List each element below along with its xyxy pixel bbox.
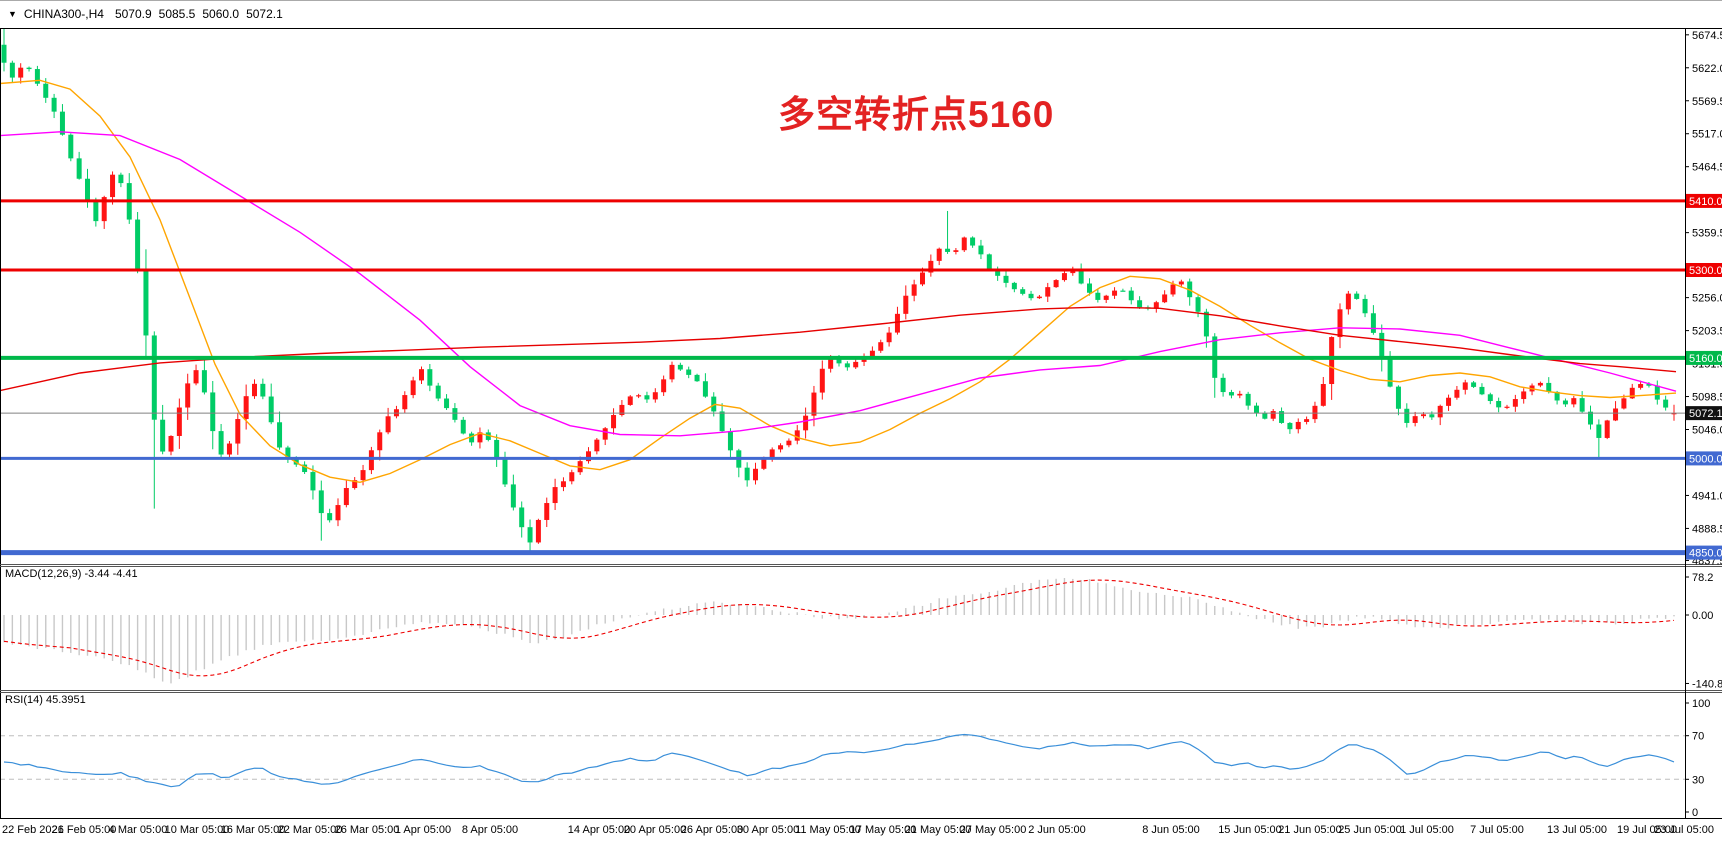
svg-text:5160.0: 5160.0 bbox=[1689, 353, 1722, 365]
price-tick-5569.5: 5569.5 bbox=[1692, 96, 1722, 108]
chart-annotation-text: 多空转折点5160 bbox=[778, 94, 1055, 135]
rsi-tick-70: 70 bbox=[1692, 731, 1704, 743]
main-price-panel bbox=[0, 29, 1685, 556]
time-label: 25 Jun 05:00 bbox=[1338, 824, 1402, 836]
time-label: 19 Jul 05:00 bbox=[1617, 824, 1677, 836]
time-label: 26 Apr 05:00 bbox=[681, 824, 743, 836]
time-label: 30 Apr 05:00 bbox=[737, 824, 799, 836]
quote-open: 5070.9 bbox=[114, 6, 152, 21]
svg-text:5410.0: 5410.0 bbox=[1689, 196, 1722, 208]
time-label: 8 Apr 05:00 bbox=[462, 824, 518, 836]
macd-tick-78.2: 78.2 bbox=[1692, 572, 1713, 584]
time-label: 21 Jun 05:00 bbox=[1278, 824, 1342, 836]
macd-tick-0.00: 0.00 bbox=[1692, 610, 1713, 622]
rsi-tick-30: 30 bbox=[1692, 774, 1704, 786]
time-label: 23 Jul 05:00 bbox=[1654, 824, 1714, 836]
svg-text:5000.0: 5000.0 bbox=[1689, 453, 1722, 465]
price-tick-5622: 5622.0 bbox=[1692, 63, 1722, 75]
ma-fast-orange-line bbox=[0, 79, 1677, 484]
price-tick-5517: 5517.0 bbox=[1692, 129, 1722, 141]
price-tick-5674.5: 5674.5 bbox=[1692, 30, 1722, 42]
price-tick-5046: 5046.0 bbox=[1692, 425, 1722, 437]
ma-mid-magenta-line bbox=[0, 131, 1677, 437]
rsi-tick-0: 0 bbox=[1692, 807, 1698, 819]
macd-signal-line bbox=[3, 579, 1675, 677]
price-tick-5256: 5256.0 bbox=[1692, 293, 1722, 305]
chart-title-bar: ▼ CHINA300-,H4 5070.9 5085.5 5060.0 5072… bbox=[0, 0, 1722, 27]
time-label: 16 Mar 05:00 bbox=[221, 824, 286, 836]
macd-panel bbox=[3, 577, 1675, 684]
time-label: 17 May 05:00 bbox=[850, 824, 917, 836]
current-price-tag: 5072.1 bbox=[1686, 406, 1722, 421]
svg-text:4850.0: 4850.0 bbox=[1689, 548, 1722, 560]
chart-menu-arrow-icon[interactable]: ▼ bbox=[8, 8, 17, 19]
price-tick-5098.5: 5098.5 bbox=[1692, 392, 1722, 404]
svg-text:5300.0: 5300.0 bbox=[1689, 265, 1722, 277]
price-tick-5203.5: 5203.5 bbox=[1692, 326, 1722, 338]
time-label: 15 Jun 05:00 bbox=[1218, 824, 1282, 836]
price-tick-4888.5: 4888.5 bbox=[1692, 523, 1722, 535]
time-label: 1 Apr 05:00 bbox=[395, 824, 451, 836]
time-label: 14 Apr 05:00 bbox=[568, 824, 630, 836]
time-label: 21 May 05:00 bbox=[905, 824, 972, 836]
time-label: 7 Jul 05:00 bbox=[1470, 824, 1524, 836]
macd-tick--140.88: -140.88 bbox=[1692, 678, 1722, 690]
price-axis[interactable]: 5674.5 5622.0 5569.5 5517.0 5464.5 5359.5 5256… bbox=[1685, 30, 1722, 819]
time-label: 22 Mar 05:00 bbox=[278, 824, 343, 836]
time-label: 11 May 05:00 bbox=[795, 824, 861, 836]
time-label: 22 Feb 2021 bbox=[2, 824, 64, 836]
price-tag-5410.0: 5410.0 bbox=[1686, 193, 1722, 208]
time-label: 26 Feb 05:00 bbox=[52, 824, 117, 836]
time-label: 8 Jun 05:00 bbox=[1142, 824, 1200, 836]
price-tick-5464.5: 5464.5 bbox=[1692, 162, 1722, 174]
panel-frame bbox=[0, 0, 1722, 819]
rsi-tick-100: 100 bbox=[1692, 698, 1710, 710]
time-label: 2 Jun 05:00 bbox=[1028, 824, 1086, 836]
price-tag-5300.0: 5300.0 bbox=[1686, 263, 1722, 277]
price-tick-5359.5: 5359.5 bbox=[1692, 228, 1722, 240]
time-label: 20 Apr 05:00 bbox=[624, 824, 686, 836]
time-label: 13 Jul 05:00 bbox=[1547, 824, 1607, 836]
price-tag-5160.0: 5160.0 bbox=[1686, 350, 1722, 365]
rsi-panel bbox=[0, 733, 1685, 788]
quote-low: 5060.0 bbox=[202, 6, 240, 21]
symbol-timeframe-label: CHINA300-,H4 bbox=[23, 6, 104, 21]
svg-text:5072.1: 5072.1 bbox=[1689, 408, 1722, 420]
quote-high: 5085.5 bbox=[158, 6, 196, 21]
time-label: 1 Jul 05:00 bbox=[1400, 824, 1454, 836]
price-tag-4850.0: 4850.0 bbox=[1686, 545, 1722, 560]
time-label: 27 May 05:00 bbox=[960, 824, 1027, 836]
time-label: 26 Mar 05:00 bbox=[335, 824, 400, 836]
time-label: 10 Mar 05:00 bbox=[165, 824, 230, 836]
time-label: 4 Mar 05:00 bbox=[109, 824, 168, 836]
rsi-line bbox=[3, 733, 1675, 788]
price-tag-5000.0: 5000.0 bbox=[1686, 451, 1722, 466]
ma-slow-red-line bbox=[0, 306, 1677, 392]
price-tick-4941: 4941.0 bbox=[1692, 490, 1722, 502]
quote-close: 5072.1 bbox=[246, 6, 283, 21]
